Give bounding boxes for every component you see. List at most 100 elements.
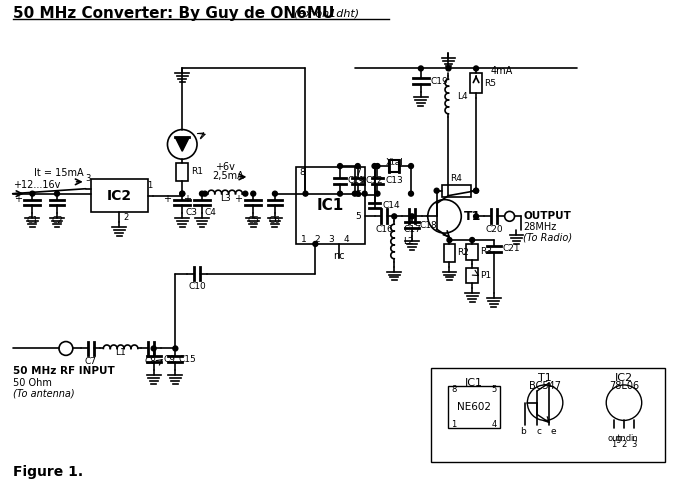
Text: C21: C21 [503,244,520,254]
Text: (To Radio): (To Radio) [524,232,573,242]
Text: C17: C17 [403,225,421,234]
Circle shape [251,191,255,196]
Text: R2: R2 [458,248,469,257]
Text: 5: 5 [492,385,496,394]
Text: 2: 2 [621,440,627,449]
Text: C3: C3 [185,209,197,217]
Circle shape [409,164,413,169]
Circle shape [372,164,377,169]
Circle shape [473,66,479,71]
Circle shape [54,191,59,196]
Text: +: + [163,194,172,204]
Circle shape [151,346,156,351]
Text: IC2: IC2 [107,189,131,203]
Circle shape [446,66,451,71]
Text: 8: 8 [300,169,305,177]
Text: 1: 1 [452,420,457,429]
Text: (ex on1dht): (ex on1dht) [294,8,359,18]
Bar [296,167,364,244]
Text: L3: L3 [220,194,230,202]
Text: 4: 4 [492,420,496,429]
Text: 8: 8 [452,385,457,394]
Text: 1: 1 [300,235,306,243]
Text: in: in [630,434,637,443]
Circle shape [355,191,360,196]
Circle shape [243,191,248,196]
Text: C19: C19 [430,77,449,86]
Text: C13: C13 [385,176,403,185]
Bar [390,160,399,172]
Text: 50 Ohm: 50 Ohm [13,378,52,388]
Text: IC1: IC1 [465,378,483,388]
Circle shape [180,191,185,196]
Text: 50 MHz Converter: By Guy de ON6MU: 50 MHz Converter: By Guy de ON6MU [13,6,334,21]
Circle shape [409,191,413,196]
Circle shape [352,191,358,196]
Circle shape [447,238,452,242]
Text: R5: R5 [484,79,496,88]
Circle shape [409,214,415,219]
Text: Xtal: Xtal [385,158,403,167]
Bar [176,163,188,181]
Text: +6v: +6v [215,162,235,172]
Text: C10: C10 [188,283,206,291]
Text: nc: nc [333,251,345,261]
Text: C4: C4 [205,209,217,217]
Bar [449,386,500,428]
Circle shape [200,191,204,196]
Bar [441,185,471,197]
Circle shape [272,191,277,196]
Text: 28MHz: 28MHz [524,222,556,232]
Circle shape [375,191,380,196]
Circle shape [418,66,424,71]
Text: L2: L2 [403,237,414,246]
Text: C20: C20 [485,225,503,234]
Text: out: out [607,434,621,443]
Bar [430,368,665,462]
Circle shape [173,346,178,351]
Bar [470,73,482,93]
Text: e: e [550,427,556,436]
Circle shape [375,164,380,169]
Text: C18: C18 [420,221,438,230]
Text: (To antenna): (To antenna) [13,389,74,399]
Text: R3: R3 [480,247,492,256]
Bar [466,268,478,284]
Text: c: c [537,427,541,436]
Text: L1: L1 [115,348,126,357]
Text: b: b [520,427,526,436]
Text: C6: C6 [269,216,281,226]
Circle shape [392,214,397,219]
Text: 1: 1 [612,440,617,449]
Text: C12: C12 [366,176,383,185]
Text: 3: 3 [85,174,91,183]
Circle shape [202,191,208,196]
Circle shape [470,238,475,242]
Text: 1: 1 [147,181,153,190]
Text: 3: 3 [328,235,334,243]
Bar [466,244,478,260]
Text: C5: C5 [247,216,259,226]
Text: IC1: IC1 [317,198,344,213]
Text: 50 MHz RF INPUT: 50 MHz RF INPUT [13,366,114,376]
Circle shape [473,214,479,219]
Text: C11: C11 [348,176,366,185]
Text: C16: C16 [375,225,393,234]
Text: C15: C15 [178,355,196,364]
Circle shape [338,164,343,169]
Text: 3: 3 [631,440,637,449]
Text: C9: C9 [163,355,176,364]
Text: 4mA: 4mA [491,66,513,76]
Text: +: + [183,194,191,204]
Circle shape [180,191,185,196]
Circle shape [355,164,360,169]
Text: T1: T1 [464,210,481,223]
Text: P1: P1 [480,271,491,280]
Circle shape [473,188,479,193]
Text: 4: 4 [344,235,349,243]
Text: C7: C7 [84,357,97,366]
Text: 2: 2 [123,213,128,222]
Text: L4: L4 [458,92,468,101]
Text: R1: R1 [191,168,203,176]
Circle shape [362,191,367,196]
